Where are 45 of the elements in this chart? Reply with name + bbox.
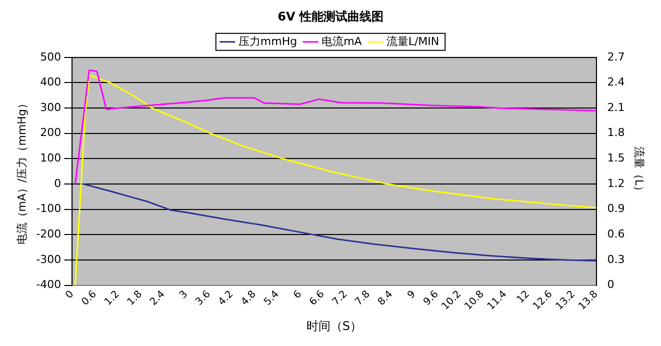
x-tick-label: 3 (178, 288, 190, 302)
y-tick-label: 300 (40, 100, 62, 114)
x-tick-label: 7.8 (353, 288, 372, 308)
y2-tick-label: 0.6 (607, 228, 625, 241)
y2-tick-label: 0.9 (607, 202, 625, 216)
y-tick-label: 500 (40, 50, 62, 64)
x-tick-label: 4.8 (239, 288, 258, 308)
y2-tick-label: 2.1 (607, 100, 625, 114)
y2-tick-label: 0.3 (607, 252, 625, 266)
x-tick-label: 9.6 (422, 288, 441, 308)
y-axis-title: 电流（mA）/压力（mmHg） (15, 98, 28, 245)
x-tick-label: 5.4 (262, 288, 282, 308)
legend-label: 流量L/MIN (386, 34, 440, 48)
y-tick-label: 100 (40, 152, 62, 165)
x-tick-label: 6.6 (308, 288, 327, 308)
y-tick-label: 0 (54, 176, 62, 190)
y2-tick-label: 1.2 (607, 176, 625, 190)
x-tick-label: 3.6 (194, 288, 213, 308)
x-tick-label: 0.6 (80, 288, 99, 308)
x-axis-title: 时间（S） (306, 318, 362, 333)
y-tick-label: -300 (36, 252, 62, 266)
x-tick-label: 0 (64, 288, 76, 302)
y2-tick-label: 1.5 (607, 152, 625, 165)
y-tick-label: 200 (40, 126, 62, 140)
y2-tick-label: 2.4 (607, 76, 625, 89)
x-tick-label: 8.4 (376, 288, 396, 308)
y2-tick-label: 2.7 (607, 50, 625, 64)
y2-axis-title: 流量（L） (632, 146, 646, 196)
x-tick-label: 1.8 (125, 288, 144, 308)
y2-tick-label: 1.8 (607, 126, 625, 140)
x-tick-label: 1.2 (102, 288, 122, 308)
y-tick-label: -100 (36, 202, 62, 216)
x-tick-label: 7.2 (330, 288, 350, 308)
chart-title: 6V 性能测试曲线图 (278, 9, 384, 24)
legend-label: 压力mmHg (238, 34, 298, 48)
x-tick-label: 9 (406, 288, 418, 302)
y-tick-label: -400 (36, 278, 62, 292)
x-tick-label: 6 (292, 288, 304, 302)
y2-tick-label: 0 (607, 278, 614, 292)
x-tick-label: 4.2 (216, 288, 236, 308)
x-tick-label: 2.4 (148, 288, 168, 308)
y-tick-label: 400 (40, 76, 62, 89)
x-tick-label: 12 (515, 288, 532, 306)
y-tick-label: -200 (36, 228, 62, 241)
legend-label: 电流mA (322, 34, 362, 48)
